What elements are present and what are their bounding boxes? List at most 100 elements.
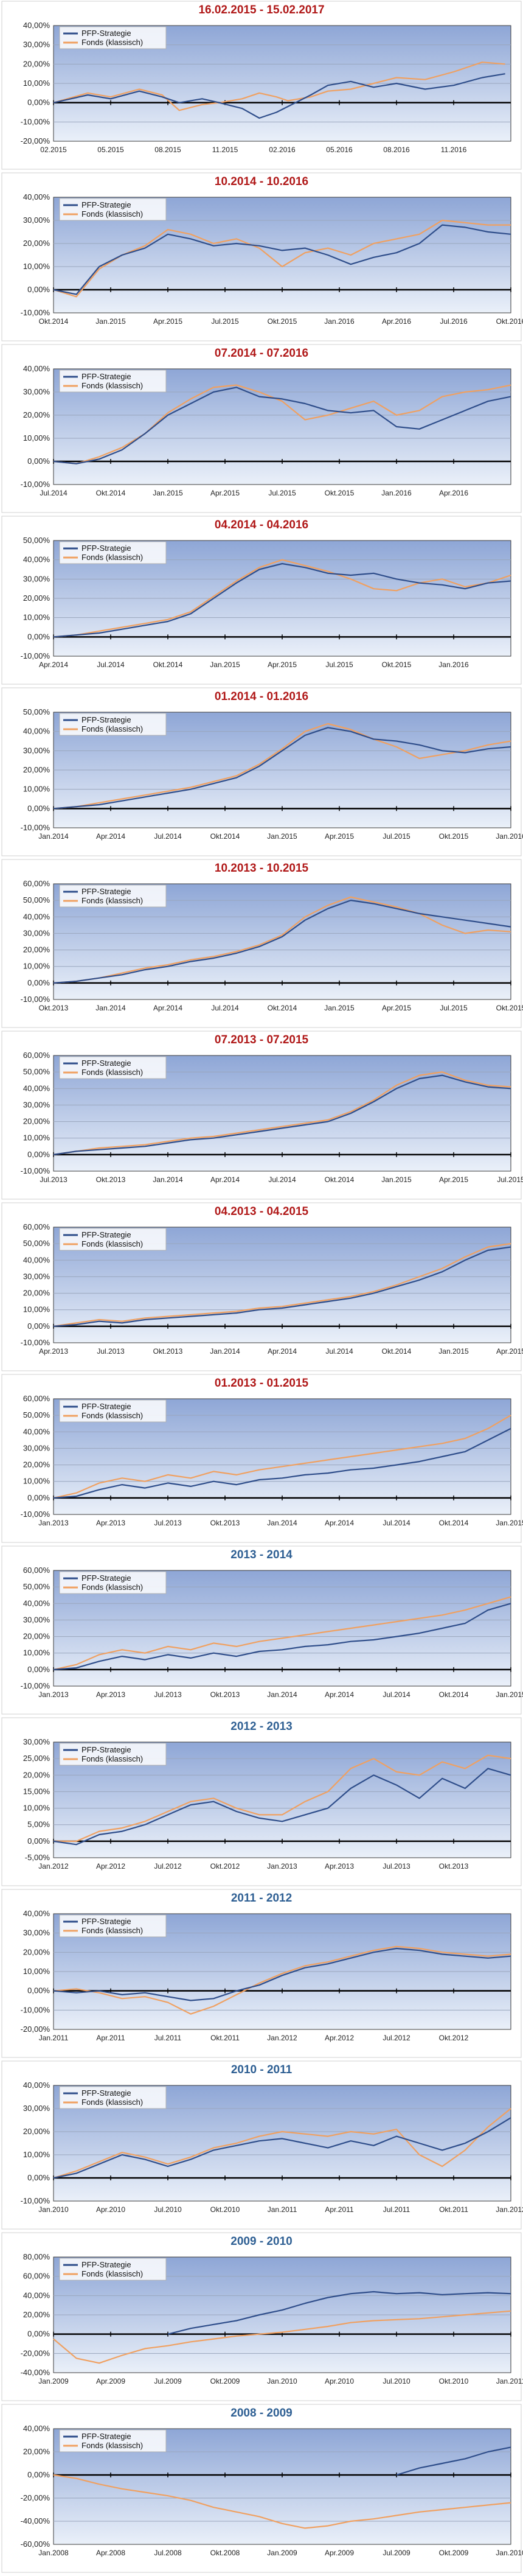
x-tick-label: Okt.2010 — [210, 2205, 240, 2214]
legend-box — [59, 1914, 167, 1937]
chart-svg: -40,00% -20,00% 0,00% 20,00% 40,00% 60,00% 80,… — [1, 2232, 523, 2401]
y-tick-label: 30,00% — [23, 574, 50, 583]
x-tick-label: Jan.2015 — [210, 660, 240, 669]
y-tick-label: -20,00% — [21, 136, 50, 145]
legend-label: Fonds (klassisch) — [81, 2441, 143, 2450]
y-tick-label: 30,00% — [23, 387, 50, 396]
legend-label: Fonds (klassisch) — [81, 553, 143, 562]
x-tick-label: Okt.2014 — [382, 1347, 412, 1356]
y-tick-label: 80,00% — [23, 2252, 50, 2261]
y-tick-label: 30,00% — [23, 746, 50, 755]
x-tick-label: Apr.2015 — [496, 1347, 523, 1356]
x-tick-label: Jan.2016 — [324, 317, 355, 326]
x-tick-label: Jan.2015 — [381, 1175, 412, 1184]
chart-title: 07.2013 - 07.2015 — [214, 1034, 309, 1046]
x-tick-label: 02.2015 — [40, 145, 67, 154]
series-line-fonds-klassisch — [53, 1945, 511, 2015]
x-tick-label: Jan.2008 — [38, 2549, 69, 2557]
legend-box — [59, 1743, 167, 1766]
series-line-fonds-klassisch — [53, 559, 511, 638]
x-tick-label: 11.2016 — [441, 145, 467, 154]
y-tick-label: -10,00% — [21, 651, 50, 660]
y-tick-label: 40,00% — [23, 912, 50, 921]
legend-box — [59, 1399, 167, 1423]
series-line-fonds-klassisch — [53, 2474, 511, 2529]
y-tick-label: -5,00% — [25, 1853, 50, 1862]
x-tick-label: Jan.2016 — [381, 489, 412, 497]
x-tick-label: Apr.2016 — [439, 489, 468, 497]
x-tick-label: Apr.2014 — [325, 1519, 354, 1527]
series-line-pfp-strategie — [167, 2291, 511, 2335]
series-line-fonds-klassisch — [53, 1415, 511, 1499]
x-tick-label: Apr.2010 — [325, 2377, 354, 2385]
x-tick-label: Apr.2016 — [382, 317, 411, 326]
legend-label: Fonds (klassisch) — [81, 381, 143, 390]
legend-box — [59, 1571, 167, 1594]
y-tick-label: 50,00% — [23, 1410, 50, 1419]
legend-box — [59, 2086, 167, 2109]
x-tick-label: Okt.2008 — [210, 2549, 240, 2557]
x-tick-label: Okt.2011 — [210, 2034, 240, 2042]
x-tick-label: Jul.2014 — [97, 660, 125, 669]
y-tick-label: 20,00% — [23, 1117, 50, 1126]
y-tick-label: -10,00% — [21, 823, 50, 832]
y-tick-label: 20,00% — [23, 410, 50, 419]
chart-title: 16.02.2015 - 15.02.2017 — [198, 4, 325, 16]
x-tick-label: Jan.2014 — [38, 832, 69, 841]
legend-label: Fonds (klassisch) — [81, 1239, 143, 1248]
legend-label: Fonds (klassisch) — [81, 896, 143, 905]
x-tick-label: Jan.2015 — [438, 1347, 469, 1356]
y-tick-label: 20,00% — [23, 1460, 50, 1469]
y-tick-label: 40,00% — [23, 1255, 50, 1264]
y-tick-label: 30,00% — [23, 1272, 50, 1281]
x-tick-label: Jul.2009 — [154, 2377, 182, 2385]
y-tick-label: 40,00% — [23, 1427, 50, 1436]
legend-label: PFP-Strategie — [81, 1230, 131, 1239]
x-tick-label: Apr.2014 — [153, 1004, 182, 1012]
x-tick-label: Jan.2015 — [496, 1690, 523, 1699]
y-tick-label: 30,00% — [23, 40, 50, 49]
series-line-pfp-strategie — [53, 1074, 511, 1155]
series-line-fonds-klassisch — [53, 1596, 511, 1670]
y-tick-label: 10,00% — [23, 1133, 50, 1143]
x-tick-label: Okt.2014 — [39, 317, 69, 326]
chart-title: 2009 - 2010 — [230, 2235, 293, 2248]
y-tick-label: 20,00% — [23, 593, 50, 603]
legend-box — [59, 1228, 167, 1251]
y-tick-label: 0,00% — [27, 1150, 50, 1159]
x-tick-label: Jan.2016 — [438, 660, 469, 669]
y-tick-label: 10,00% — [23, 785, 50, 794]
x-tick-label: Okt.2015 — [325, 489, 355, 497]
chart-svg: -10,00% 0,00% 10,00% 20,00% 30,00% 40,00% 50,0… — [1, 859, 523, 1028]
series-line-fonds-klassisch — [54, 1754, 511, 1842]
x-tick-label: Okt.2009 — [210, 2377, 240, 2385]
y-tick-label: -10,00% — [21, 480, 50, 489]
y-tick-label: -40,00% — [21, 2516, 50, 2525]
y-tick-label: 0,00% — [27, 98, 50, 107]
x-tick-label: Jan.2011 — [39, 2034, 69, 2042]
x-tick-label: Apr.2015 — [210, 489, 240, 497]
x-tick-label: Jul.2015 — [440, 1004, 468, 1012]
series-line-fonds-klassisch — [53, 2310, 511, 2364]
y-tick-label: 0,00% — [27, 457, 50, 466]
x-tick-label: Jan.2013 — [38, 1519, 69, 1527]
x-tick-label: 08.2016 — [383, 145, 410, 154]
y-tick-label: 15,00% — [23, 1787, 50, 1796]
chart-svg: -10,00% 0,00% 10,00% 20,00% 30,00% 40,00% 50,0… — [1, 516, 522, 685]
x-tick-label: Jul.2012 — [383, 2034, 410, 2042]
chart-svg: -10,00% 0,00% 10,00% 20,00% 30,00% 40,00% 50,0… — [1, 1374, 523, 1543]
x-tick-label: Okt.2015 — [268, 317, 297, 326]
series-line-pfp-strategie — [53, 224, 511, 295]
legend-label: PFP-Strategie — [81, 1059, 131, 1068]
x-tick-label: Apr.2011 — [325, 2205, 353, 2214]
y-tick-label: 20,00% — [23, 1289, 50, 1298]
y-tick-label: 30,00% — [23, 1100, 50, 1109]
y-tick-label: 40,00% — [23, 2424, 50, 2433]
y-tick-label: 20,00% — [23, 765, 50, 774]
chart-svg: -10,00% 0,00% 10,00% 20,00% 30,00% 40,00% Jul.… — [1, 344, 522, 513]
y-tick-label: 25,00% — [23, 1754, 50, 1763]
legend-box — [59, 26, 167, 49]
y-tick-label: -10,00% — [21, 1166, 50, 1175]
chart-svg: -10,00% 0,00% 10,00% 20,00% 30,00% 40,00% 50,0… — [1, 687, 523, 856]
x-tick-label: Apr.2013 — [96, 1519, 125, 1527]
